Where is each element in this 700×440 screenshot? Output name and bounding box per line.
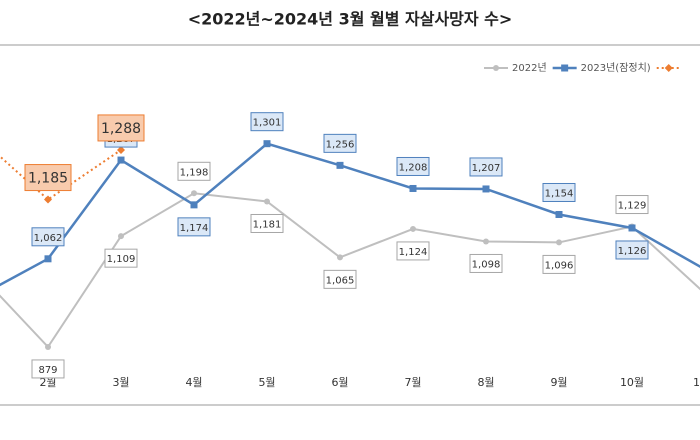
- value-label-box: [323, 133, 357, 153]
- value-label: 1,154: [545, 188, 574, 199]
- value-label-box: [177, 161, 211, 181]
- value-label: 879: [38, 365, 57, 376]
- legend-label: 2022년: [512, 62, 547, 74]
- value-label: 1,207: [472, 163, 501, 174]
- legend-marker: [493, 65, 499, 71]
- x-tick-label: 9월: [550, 376, 567, 389]
- value-label-box: [250, 112, 284, 132]
- value-label: 1,208: [399, 162, 428, 173]
- value-label-box: [469, 157, 503, 177]
- point: [190, 201, 198, 209]
- point: [264, 198, 270, 205]
- value-label-box: [250, 213, 284, 233]
- value-label: 1,288: [101, 121, 141, 137]
- point: [628, 224, 636, 232]
- value-label: 1,301: [253, 118, 282, 129]
- x-tick-label: 11월: [693, 376, 700, 389]
- value-label-box: [31, 227, 65, 247]
- value-label-box: [104, 248, 138, 268]
- value-label-box: [615, 195, 649, 215]
- point: [44, 255, 52, 263]
- x-tick-label: 5월: [258, 376, 275, 389]
- x-tick-label: 3월: [112, 376, 129, 389]
- point: [117, 145, 125, 154]
- value-label: 1,096: [545, 260, 574, 271]
- series-line: [0, 149, 122, 201]
- point: [409, 184, 417, 192]
- legend-marker: [664, 64, 673, 72]
- value-label: 1,126: [618, 246, 647, 257]
- value-label-box: [469, 253, 503, 273]
- value-label: 1,198: [180, 167, 209, 178]
- value-label: 1,185: [28, 171, 68, 187]
- value-label-box: [396, 156, 430, 176]
- x-tick-label: 8월: [477, 376, 494, 389]
- value-label-box: [542, 182, 576, 202]
- value-label: 1,062: [34, 233, 63, 244]
- value-label: 1,109: [107, 254, 136, 265]
- value-label-box: [396, 241, 430, 261]
- value-label-box: [542, 254, 576, 274]
- value-label-box: [177, 217, 211, 237]
- point: [263, 140, 271, 148]
- point: [44, 195, 52, 204]
- point: [118, 233, 124, 240]
- point: [556, 239, 562, 246]
- point: [482, 185, 490, 193]
- point: [483, 238, 489, 245]
- value-label: 1,256: [326, 139, 355, 150]
- legend-label: 2023년(잠정치): [581, 62, 651, 74]
- point: [410, 225, 416, 232]
- value-label: 1,174: [180, 223, 209, 234]
- value-label: 1,124: [399, 247, 428, 258]
- point: [337, 254, 343, 261]
- chart-title: <2022년~2024년 3월 월별 자살사망자 수>: [188, 10, 513, 29]
- point: [117, 156, 125, 164]
- x-tick-label: 4월: [185, 376, 202, 389]
- value-label: 1,098: [472, 259, 501, 270]
- value-label: 1,181: [253, 219, 282, 230]
- x-tick-label: 7월: [404, 376, 421, 389]
- value-label-box: [615, 240, 649, 260]
- value-label-box: [31, 359, 65, 379]
- value-label-box: [24, 164, 72, 192]
- x-tick-label: 10월: [620, 376, 644, 389]
- value-label: 1,065: [326, 275, 355, 286]
- point: [191, 190, 197, 197]
- legend-marker: [561, 64, 569, 72]
- point: [45, 343, 51, 350]
- x-tick-label: 2월: [39, 376, 56, 389]
- value-label-box: [97, 114, 145, 142]
- point: [336, 161, 344, 169]
- value-label: 1,129: [618, 201, 647, 212]
- value-label-box: [323, 269, 357, 289]
- x-tick-label: 6월: [331, 376, 348, 389]
- point: [555, 210, 563, 218]
